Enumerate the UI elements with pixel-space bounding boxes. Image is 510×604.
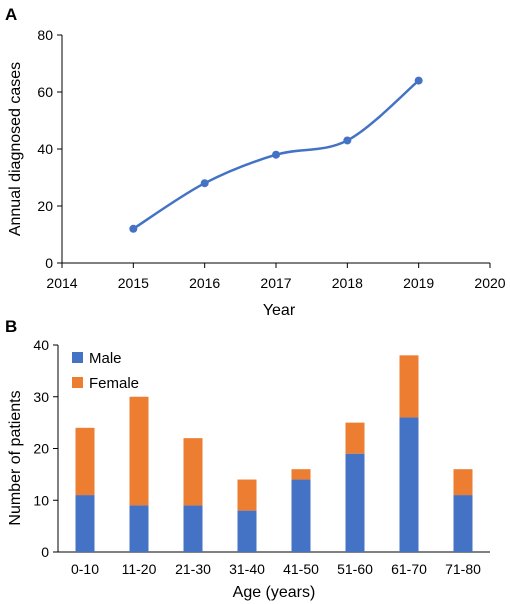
panel-a-line-chart: A 0 20 40 60 80 2014 2015 2016 2017 2018 2019 2020… — [5, 5, 506, 319]
bar-male-61-70 — [399, 417, 419, 552]
panel-a-y-tick-label: 0 — [45, 255, 53, 271]
bar-female-51-60 — [345, 422, 365, 454]
panel-b-x-tick-label: 21-30 — [175, 561, 211, 577]
annual-cases-point — [272, 150, 280, 159]
panel-b-x-axis-title: Age (years) — [233, 584, 316, 601]
annual-cases-point — [129, 224, 138, 233]
panel-a-axes — [57, 34, 491, 268]
panel-b-y-tick-labels: 0 10 20 30 40 — [33, 337, 49, 560]
panel-a-x-tick-label: 2019 — [403, 275, 434, 291]
annual-cases-point — [200, 179, 209, 188]
panel-a-y-axis-title: Annual diagnosed cases — [7, 62, 24, 236]
panel-a-x-tick-label: 2018 — [332, 275, 363, 291]
panel-a-x-tick-labels: 2014 2015 2016 2017 2018 2019 2020 — [46, 275, 505, 291]
panel-a-x-tick-label: 2015 — [118, 275, 149, 291]
panel-b-y-tick-label: 30 — [33, 389, 49, 405]
bar-male-11-20 — [129, 505, 149, 552]
panel-b-y-tick-label: 20 — [33, 441, 49, 457]
annual-cases-point — [414, 76, 423, 85]
panel-b-y-tick-label: 40 — [33, 337, 49, 353]
panel-b-y-axis-title: Number of patients — [7, 390, 24, 525]
legend-label-male: Male — [89, 350, 122, 367]
bar-male-31-40 — [237, 510, 257, 552]
bar-female-41-50 — [291, 469, 311, 480]
panel-b-x-tick-label: 71-80 — [445, 561, 481, 577]
bar-female-0-10 — [75, 427, 95, 496]
panel-b-x-tick-label: 31-40 — [229, 561, 265, 577]
panel-b-stacked-bar-chart: B 0 10 20 30 40 0-10 11-20 21-30 31-40 41-50 51-6… — [5, 317, 490, 601]
panel-a-x-tick-label: 2016 — [189, 275, 220, 291]
panel-b-y-tick-label: 0 — [41, 544, 49, 560]
panel-b-bars — [75, 355, 473, 552]
legend-swatch-female — [72, 377, 83, 388]
annual-cases-point — [343, 136, 352, 145]
panel-a-y-tick-labels: 0 20 40 60 80 — [37, 27, 53, 271]
panel-a-y-tick-label: 40 — [37, 141, 53, 157]
bar-male-71-80 — [453, 495, 473, 552]
panel-b-y-tick-label: 10 — [33, 492, 49, 508]
panel-a-x-axis-title: Year — [263, 302, 296, 319]
panel-b-x-tick-labels: 0-10 11-20 21-30 31-40 41-50 51-60 61-70 71-80 — [71, 561, 481, 577]
panel-a-y-tick-label: 60 — [37, 84, 53, 100]
panel-a-x-tick-label: 2014 — [46, 275, 77, 291]
panel-b-x-tick-label: 41-50 — [283, 561, 319, 577]
bar-male-21-30 — [183, 505, 203, 552]
panel-b-x-tick-label: 11-20 — [122, 561, 157, 577]
panel-a-x-tick-label: 2017 — [260, 275, 291, 291]
panel-a-series — [129, 76, 423, 233]
panel-a-y-tick-label: 80 — [37, 27, 53, 43]
legend-swatch-male — [72, 352, 83, 363]
bar-male-0-10 — [75, 495, 95, 552]
panel-b-x-tick-label: 51-60 — [337, 561, 373, 577]
bar-female-21-30 — [183, 438, 203, 506]
panel-b-x-tick-label: 61-70 — [391, 561, 427, 577]
bar-female-71-80 — [453, 469, 473, 496]
legend-label-female: Female — [89, 375, 139, 392]
panel-b-legend: Male Female — [72, 350, 139, 392]
bar-female-61-70 — [399, 355, 419, 418]
panel-a-y-tick-label: 20 — [37, 198, 53, 214]
bar-female-31-40 — [237, 479, 257, 511]
bar-female-11-20 — [129, 396, 149, 506]
bar-male-51-60 — [345, 453, 365, 552]
panel-a-x-tick-label: 2020 — [474, 275, 505, 291]
panel-a-label: A — [5, 5, 17, 24]
bar-male-41-50 — [291, 479, 311, 552]
panel-b-x-tick-label: 0-10 — [71, 561, 99, 577]
panel-b-label: B — [5, 317, 17, 336]
